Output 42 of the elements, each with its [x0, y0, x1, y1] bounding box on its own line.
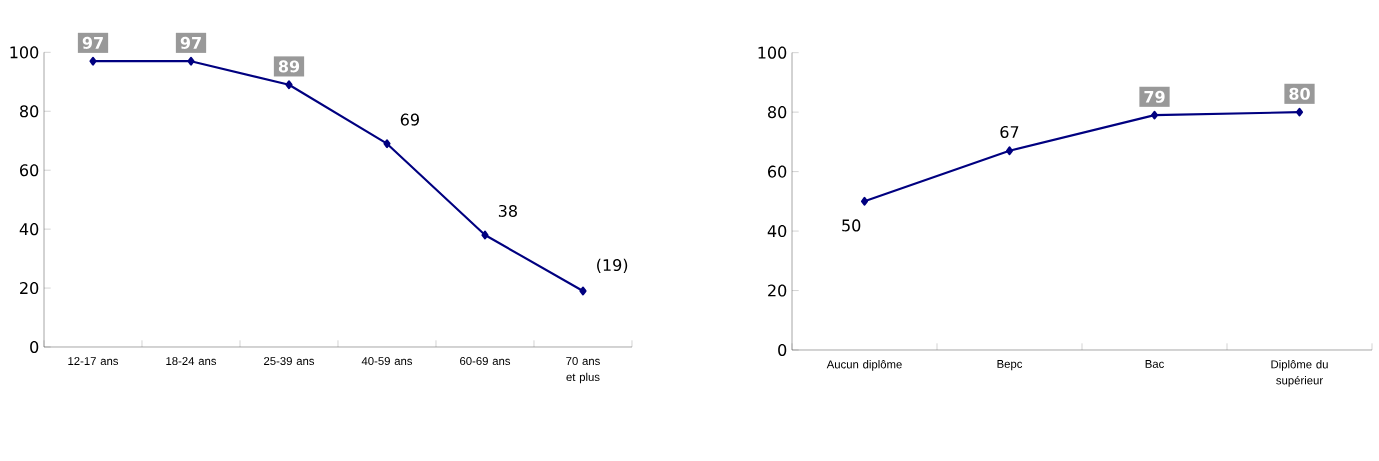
y-tick-label: 20 [20, 282, 39, 295]
y-tick-label: 60 [20, 164, 39, 177]
x-tick-label: 70 ans et plus [566, 357, 600, 384]
x-tick-label: 25-39 ans [264, 357, 315, 366]
y-tick-label: 100 [758, 46, 787, 59]
data-label: 67 [1000, 125, 1019, 139]
data-label: 38 [498, 204, 517, 217]
y-tick-label: 0 [778, 343, 787, 357]
data-label: 89 [278, 60, 300, 73]
point [89, 56, 97, 66]
point [383, 139, 391, 149]
y-tick-label: 60 [768, 165, 787, 178]
x-tick-label: 60-69 ans [460, 357, 511, 366]
data-label: 69 [400, 113, 419, 126]
x-tick-label: 40-59 ans [361, 357, 413, 366]
point [1150, 110, 1159, 120]
point [187, 56, 195, 66]
data-label: (19) [597, 258, 628, 273]
data-label: 97 [82, 36, 103, 49]
point [285, 80, 293, 90]
point [1295, 107, 1304, 117]
data-label: 79 [1144, 90, 1165, 103]
y-tick-label: 40 [767, 225, 787, 238]
x-tick-label: Bepc [997, 360, 1023, 371]
point [1005, 146, 1014, 156]
data-label: 50 [842, 219, 861, 232]
point [579, 286, 587, 296]
data-label: 80 [1289, 87, 1310, 100]
point [860, 196, 869, 206]
y-tick-label: 40 [19, 223, 39, 236]
point [481, 230, 489, 240]
x-tick-label: 18-24 ans [166, 357, 217, 366]
y-tick-label: 20 [768, 284, 787, 297]
x-tick-label: Bac [1145, 360, 1164, 368]
x-tick-label: 12-17 ans [68, 357, 119, 366]
data-label: 97 [180, 36, 201, 49]
y-tick-label: 80 [768, 106, 787, 119]
x-tick-label: Aucun diplôme [826, 360, 902, 371]
x-tick-label: Diplôme du supérieur [1271, 360, 1328, 387]
y-tick-label: 0 [30, 340, 39, 354]
y-tick-label: 100 [10, 46, 39, 59]
y-tick-label: 80 [20, 105, 39, 118]
